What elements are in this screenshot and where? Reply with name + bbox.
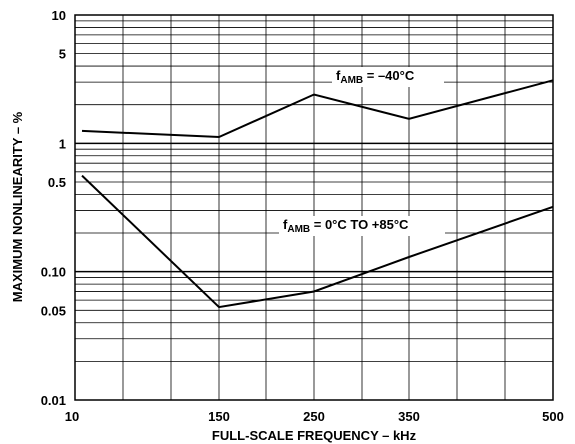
y-tick-label: 0.5 bbox=[48, 175, 66, 190]
grid bbox=[75, 15, 553, 400]
series-lines bbox=[81, 79, 554, 309]
y-tick-label: 5 bbox=[59, 47, 66, 62]
x-tick-label: 350 bbox=[398, 409, 420, 424]
y-axis-label: MAXIMUM NONLINEARITY – % bbox=[10, 111, 25, 302]
plot-frame bbox=[74, 14, 554, 401]
x-tick-label: 10 bbox=[65, 409, 79, 424]
x-axis-label: FULL-SCALE FREQUENCY – kHz bbox=[212, 428, 417, 443]
y-tick-label: 0.05 bbox=[41, 303, 66, 318]
x-tick-label: 500 bbox=[542, 409, 564, 424]
annotation-background bbox=[332, 67, 444, 87]
series-line-1 bbox=[81, 79, 554, 139]
y-tick-label: 0.01 bbox=[41, 393, 66, 408]
series-line-2 bbox=[81, 174, 554, 309]
annotation-label-2: fAMB = 0°C TO +85°C bbox=[283, 217, 409, 235]
annotations: fAMB = –40°C fAMB = 0°C TO +85°C bbox=[279, 67, 445, 236]
annotation-background bbox=[279, 216, 445, 236]
y-tick-label: 0.10 bbox=[41, 265, 66, 280]
y-tick-label: 1 bbox=[59, 136, 66, 151]
x-tick-label: 250 bbox=[303, 409, 325, 424]
x-tick-label: 150 bbox=[208, 409, 230, 424]
annotation-label-1: fAMB = –40°C bbox=[336, 68, 415, 86]
y-tick-label: 10 bbox=[52, 8, 66, 23]
